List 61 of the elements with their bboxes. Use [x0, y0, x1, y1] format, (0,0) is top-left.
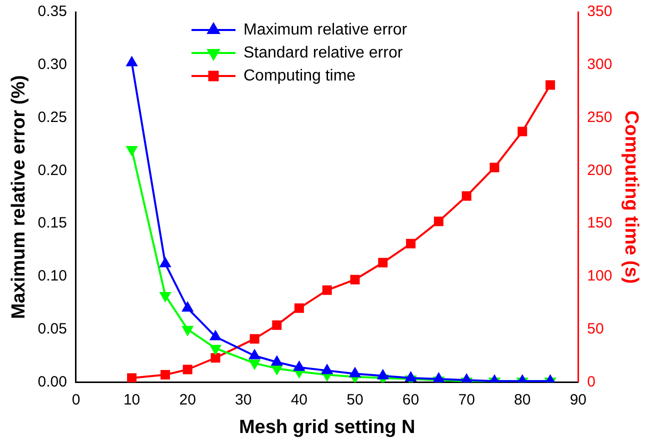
- point: [546, 80, 556, 90]
- x-axis-title: Mesh grid setting N: [238, 416, 416, 438]
- point: [160, 257, 171, 268]
- point: [518, 126, 528, 136]
- point: [210, 353, 220, 363]
- x-tick-label: 50: [346, 391, 364, 408]
- y2-tick-label: 0: [587, 373, 596, 390]
- x-tick-label: 70: [458, 391, 475, 408]
- point: [322, 285, 332, 295]
- point: [182, 302, 194, 312]
- y-tick-label: 0.25: [38, 108, 67, 126]
- point: [293, 360, 305, 371]
- y2-tick-label: 100: [587, 268, 612, 285]
- legend-label: Maximum relative error: [243, 21, 408, 38]
- point: [160, 370, 170, 380]
- point: [462, 191, 472, 201]
- point: [460, 374, 472, 382]
- y-tick-label: 0.00: [38, 373, 67, 390]
- legend-label: Computing time: [243, 67, 356, 84]
- x-tick-label: 90: [570, 391, 587, 408]
- point: [210, 330, 222, 340]
- point: [432, 372, 444, 382]
- point: [321, 364, 333, 374]
- y2-tick-label: 150: [587, 214, 612, 232]
- point: [434, 216, 444, 226]
- point: [271, 356, 283, 366]
- x-tick-label: 10: [123, 391, 140, 408]
- x-tick-label: 30: [235, 391, 252, 408]
- y-axis-title: Maximum relative error (%): [8, 75, 30, 320]
- y2-axis-title: Computing time (s): [620, 110, 642, 284]
- point: [250, 334, 260, 344]
- legend-label: Standard relative error: [243, 44, 404, 62]
- point: [490, 162, 500, 172]
- y-tick-label: 0.35: [38, 3, 67, 20]
- y2-tick-label: 300: [587, 56, 612, 74]
- point: [349, 367, 361, 378]
- y-tick-label: 0.30: [38, 56, 67, 74]
- point: [294, 303, 304, 313]
- x-tick-label: 80: [514, 391, 531, 408]
- y2-tick-label: 200: [587, 162, 612, 179]
- point: [350, 274, 360, 284]
- point: [272, 320, 282, 330]
- y-tick-label: 0.20: [38, 162, 67, 179]
- y2-tick-label: 50: [587, 320, 604, 338]
- y-tick-label: 0.15: [38, 214, 67, 232]
- y2-tick-label: 350: [587, 3, 612, 20]
- point: [126, 56, 138, 66]
- point: [127, 373, 137, 382]
- point: [182, 364, 192, 374]
- point: [248, 349, 260, 360]
- point: [405, 371, 416, 382]
- x-tick-label: 40: [290, 391, 308, 408]
- x-tick-label: 60: [402, 391, 420, 408]
- point: [377, 369, 389, 380]
- point: [406, 238, 416, 248]
- x-tick-label: 0: [72, 391, 80, 408]
- point: [378, 258, 388, 268]
- y2-tick-label: 250: [587, 108, 612, 126]
- y-tick-label: 0.05: [38, 320, 67, 338]
- x-tick-label: 20: [179, 391, 196, 408]
- y-tick-label: 0.10: [38, 268, 67, 285]
